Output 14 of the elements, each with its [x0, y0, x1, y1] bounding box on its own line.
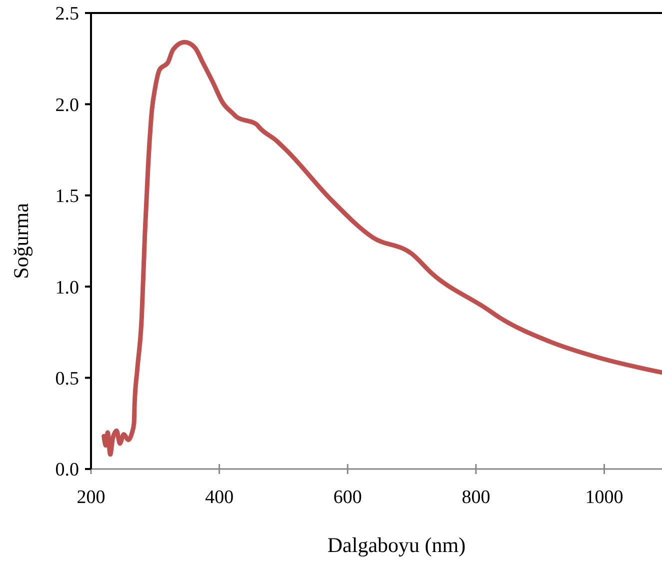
- x-tick-label: 1000: [585, 487, 624, 508]
- y-tick-label: 2.5: [55, 4, 79, 25]
- y-tick-label: 0.5: [55, 368, 79, 390]
- x-tick-label: 400: [205, 487, 234, 508]
- x-tick-label: 800: [462, 487, 490, 508]
- line-series: [102, 40, 662, 457]
- y-tick-label: 1.5: [55, 186, 79, 208]
- x-axis-title: Dalgaboyu (nm): [327, 533, 466, 557]
- y-axis-title: Soğurma: [9, 202, 33, 279]
- y-tick-label: 0.0: [55, 460, 79, 481]
- x-tick-label: 200: [76, 487, 106, 508]
- y-tick-label: 1.0: [55, 277, 79, 298]
- y-tick-label: 2.0: [55, 94, 79, 116]
- x-tick-label: 600: [333, 487, 362, 508]
